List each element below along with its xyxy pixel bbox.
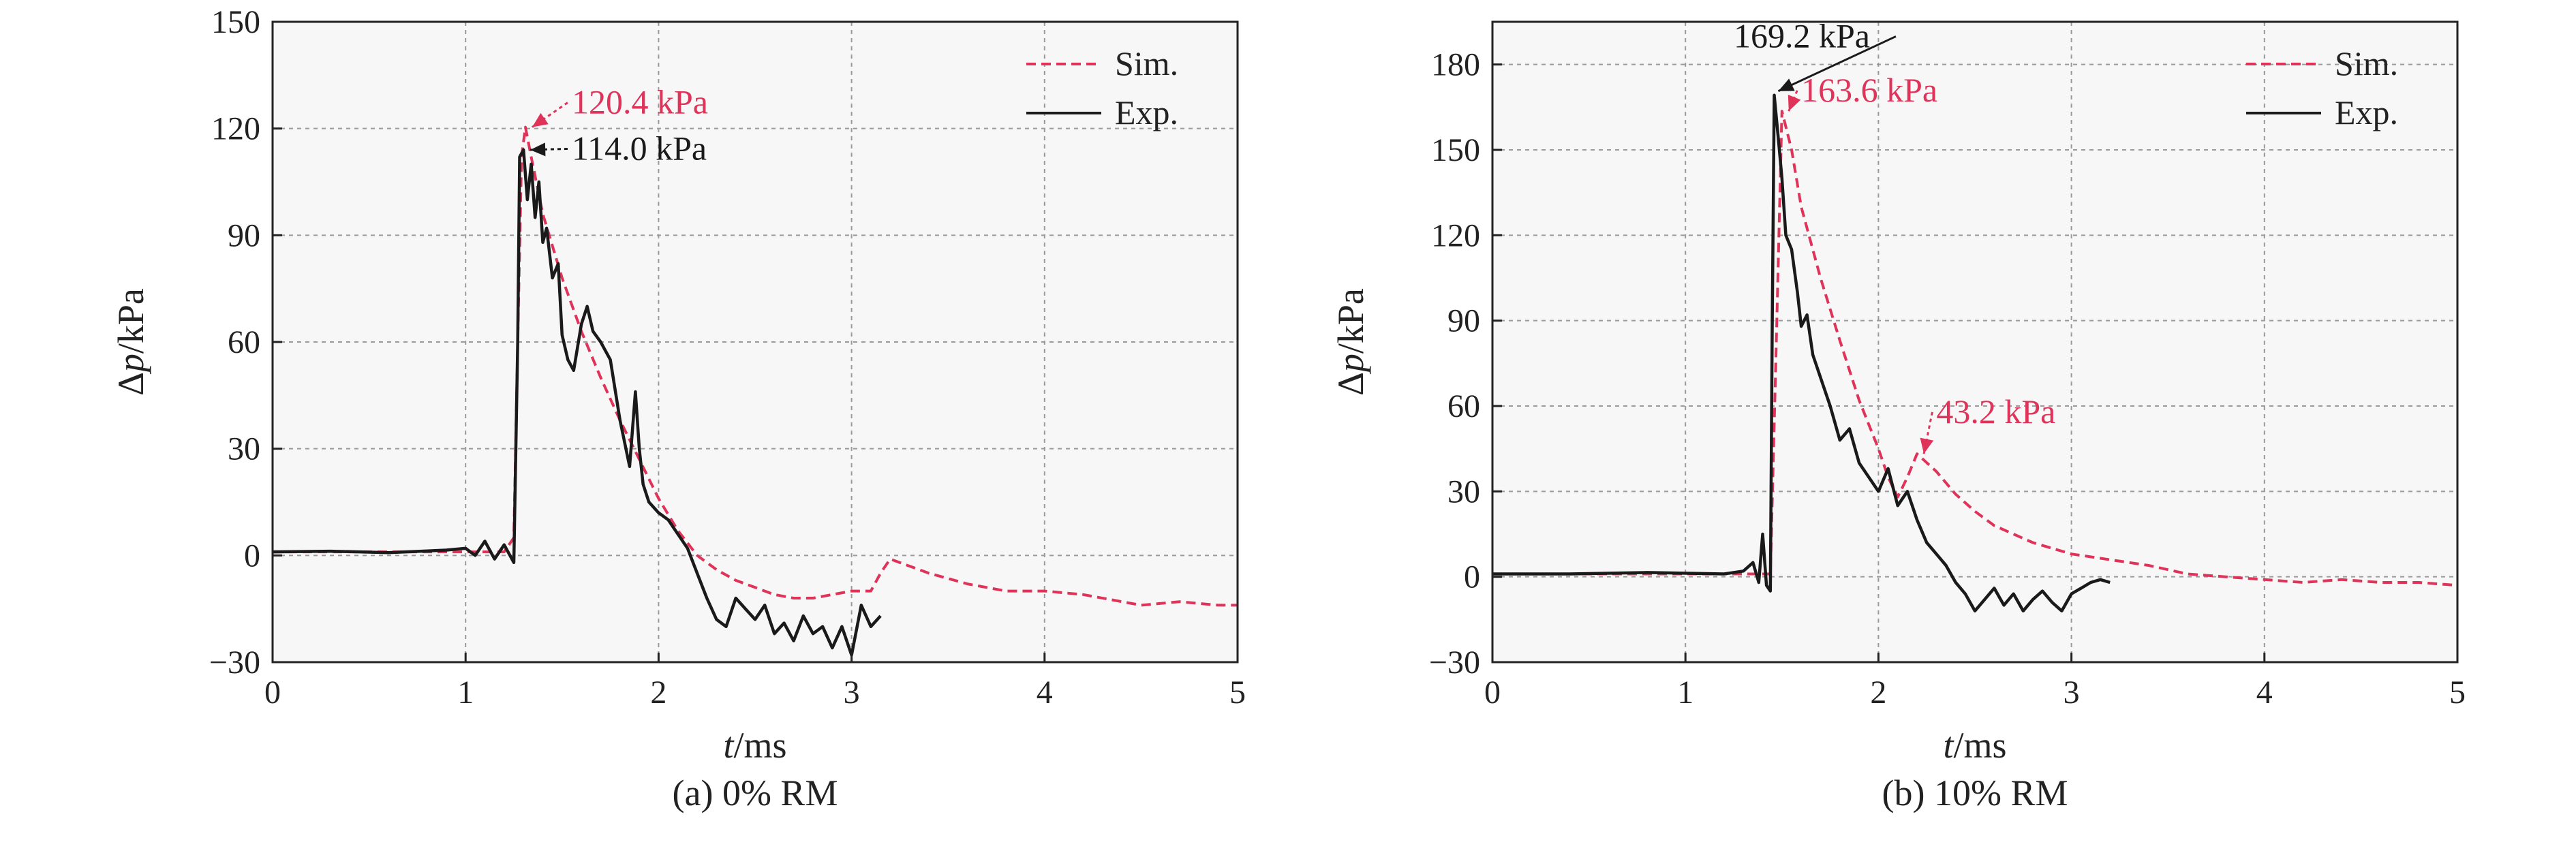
- c1-xtick-label-2: 2: [1870, 674, 1886, 711]
- c0-ytick-label-5: 120: [211, 111, 260, 147]
- c1-ytick-label-5: 120: [1431, 217, 1480, 253]
- c1-xtick-label-3: 3: [2064, 674, 2080, 711]
- c0-legend-label-1: Exp.: [1115, 93, 1178, 131]
- c1-series-sim-line: [1492, 110, 2457, 587]
- c1-ytick-label-2: 30: [1447, 473, 1480, 510]
- c0-caption: (a) 0% RM: [673, 773, 838, 813]
- c1-annotation-arrowhead-1: [1788, 95, 1801, 112]
- c0-annotation-label-1: 114.0 kPa: [572, 129, 707, 167]
- c0-ytick-label-3: 60: [228, 324, 260, 360]
- c1-plot-area: [1492, 22, 2457, 662]
- c1-xtick-label-1: 1: [1677, 674, 1693, 711]
- c0-ylabel: Δp/kPa: [110, 288, 151, 396]
- c1-xtick-label-4: 4: [2256, 674, 2273, 711]
- c1-ytick-label-7: 180: [1431, 47, 1480, 83]
- c0-legend-label-0: Sim.: [1115, 44, 1178, 82]
- c0-ytick-label-0: −30: [209, 644, 260, 681]
- c1-annotation-arrowhead-2: [1920, 437, 1934, 454]
- c0-ytick-label-4: 90: [228, 217, 260, 253]
- c0-annotation-arrowhead-0: [532, 112, 549, 127]
- c1-annotation-label-1: 163.6 kPa: [1801, 71, 1937, 109]
- c1-annotation-arrow-0: [1777, 35, 1897, 93]
- c0-xtick-label-5: 5: [1229, 674, 1246, 711]
- c1-xtick-label-0: 0: [1484, 674, 1501, 711]
- c0-ytick-label-1: 0: [244, 537, 260, 574]
- c1-annotation-arrowhead-0: [1778, 78, 1795, 91]
- c1-legend-label-0: Sim.: [2335, 44, 2398, 82]
- c0-xtick-label-0: 0: [264, 674, 281, 711]
- c0-xlabel: t/ms: [723, 725, 786, 766]
- c0-xtick-label-1: 1: [457, 674, 474, 711]
- c1-ytick-label-1: 0: [1464, 559, 1480, 595]
- c1-caption: (b) 10% RM: [1882, 773, 2068, 813]
- c0-ytick-label-2: 30: [228, 431, 260, 467]
- c0-xtick-label-3: 3: [844, 674, 860, 711]
- c1-ytick-label-4: 90: [1447, 303, 1480, 339]
- c0-xtick-label-2: 2: [650, 674, 666, 711]
- c0-series-exp-line: [273, 148, 882, 657]
- c0-annotation-arrowhead-1: [530, 142, 546, 157]
- c1-ylabel: Δp/kPa: [1330, 288, 1371, 396]
- c1-xlabel: t/ms: [1943, 725, 2006, 766]
- c1-axes-frame: [1491, 20, 2459, 664]
- c0-xtick-label-4: 4: [1037, 674, 1053, 711]
- c1-ytick-label-3: 60: [1447, 388, 1480, 424]
- c0-series-sim-line: [273, 125, 1238, 607]
- c1-annotation-label-0: 169.2 kPa: [1734, 16, 1870, 54]
- c1-xtick-label-5: 5: [2449, 674, 2466, 711]
- c1-series-exp-line: [1492, 93, 2111, 613]
- c1-legend-label-1: Exp.: [2335, 93, 2398, 131]
- c1-ytick-label-0: −30: [1429, 644, 1480, 681]
- c1-ytick-label-6: 150: [1431, 132, 1480, 168]
- c1-annotation-label-2: 43.2 kPa: [1936, 392, 2055, 431]
- c0-annotation-label-0: 120.4 kPa: [572, 83, 708, 121]
- c0-ytick-label-6: 150: [211, 4, 260, 40]
